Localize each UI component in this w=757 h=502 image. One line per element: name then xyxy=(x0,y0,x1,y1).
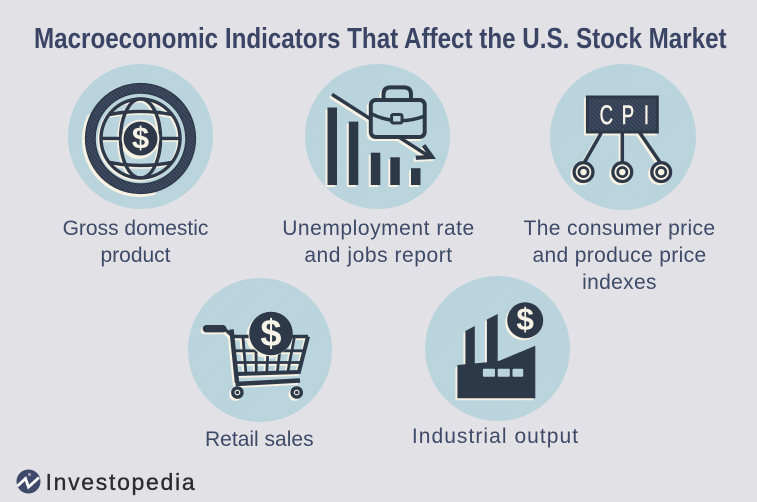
svg-text:C: C xyxy=(600,100,613,130)
svg-text:$: $ xyxy=(260,313,281,355)
svg-text:$: $ xyxy=(131,120,148,155)
svg-text:P: P xyxy=(622,100,634,130)
svg-text:$: $ xyxy=(516,301,534,337)
svg-text:I: I xyxy=(644,100,649,130)
